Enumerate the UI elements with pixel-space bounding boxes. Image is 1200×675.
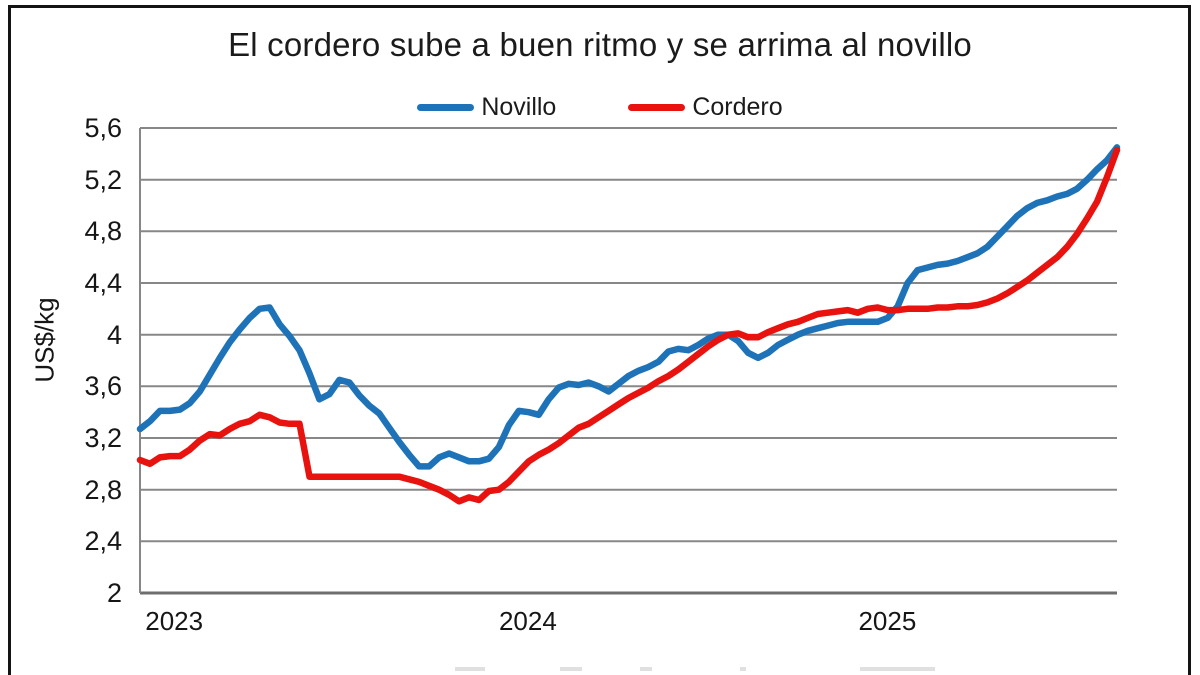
- y-tick-label-4,4: 4,4: [84, 268, 122, 298]
- novillo-line-swatch-icon: [417, 104, 475, 111]
- cordero-line: [136, 146, 1121, 505]
- legend-item-novillo: Novillo: [417, 93, 556, 122]
- y-tick-label-2,4: 2,4: [84, 526, 122, 557]
- y-tick-label-3,6: 3,6: [84, 371, 122, 402]
- cordero-line-swatch-icon: [628, 104, 686, 111]
- legend-label-novillo: Novillo: [481, 93, 557, 121]
- cropped-footnote-marks: [560, 667, 582, 671]
- y-tick-label-3,2: 3,2: [84, 423, 122, 453]
- y-tick-label-2: 2: [106, 578, 122, 608]
- cropped-footnote-marks: [640, 667, 652, 671]
- x-tick-label-2025: 2025: [858, 606, 917, 636]
- legend-item-cordero: Cordero: [628, 93, 783, 122]
- y-tick-label-4: 4: [106, 319, 122, 350]
- legend-label-cordero: Cordero: [692, 93, 783, 121]
- cropped-footnote-marks: [860, 667, 935, 671]
- novillo-line: [136, 144, 1121, 470]
- y-tick-label-4,8: 4,8: [84, 216, 122, 247]
- chart-title: El cordero sube a buen ritmo y se arrima…: [228, 26, 972, 63]
- cropped-footnote-marks: [455, 667, 485, 671]
- legend: Novillo Cordero: [0, 93, 1200, 122]
- cropped-footnote-marks: [740, 667, 746, 671]
- x-tick-label-2023: 2023: [145, 606, 204, 636]
- y-tick-label-2,8: 2,8: [84, 474, 122, 505]
- x-tick-label-2024: 2024: [498, 606, 557, 636]
- y-tick-label-5,2: 5,2: [84, 164, 122, 195]
- y-tick-label-5,6: 5,6: [84, 113, 122, 143]
